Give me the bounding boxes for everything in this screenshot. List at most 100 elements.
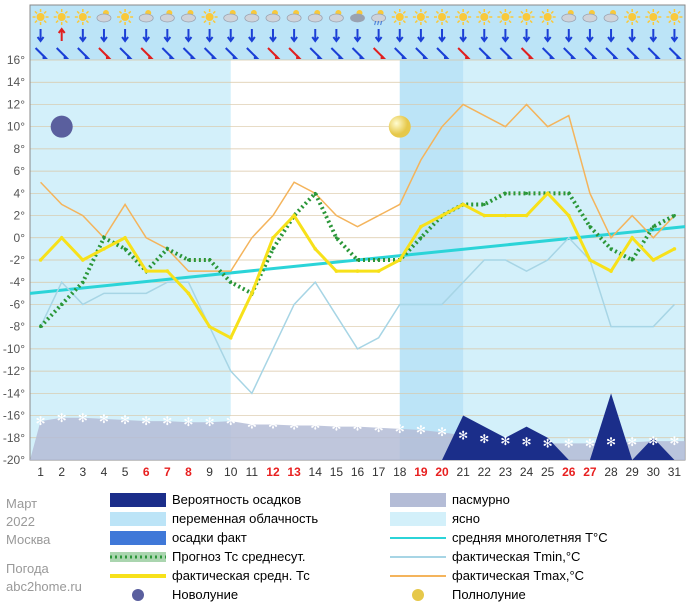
legend-item: осадки факт [110, 530, 390, 545]
legend-item: Прогноз Тс среднесут. [110, 549, 390, 564]
svg-text:-4°: -4° [10, 275, 26, 289]
legend-item: средняя многолетняя T°С [390, 530, 670, 545]
svg-text:✻: ✻ [57, 411, 67, 425]
svg-text:19: 19 [414, 465, 428, 479]
svg-text:✻: ✻ [141, 414, 151, 428]
svg-text:30: 30 [647, 465, 661, 479]
svg-text:9: 9 [206, 465, 213, 479]
legend-label: осадки факт [172, 530, 247, 545]
svg-text:✻: ✻ [564, 436, 574, 450]
legend-swatch [390, 531, 446, 545]
svg-text:✻: ✻ [458, 429, 468, 443]
svg-text:25: 25 [541, 465, 555, 479]
legend-label: фактическая Tmax,°С [452, 568, 584, 583]
weather-chart: -20° -18° -16° -14° -12° -10° -8° -6° -4° -2° 0° 2°… [0, 0, 687, 599]
svg-text:✻: ✻ [395, 422, 405, 436]
legend-swatch [390, 550, 446, 564]
legend-item: фактическая Tmax,°С [390, 568, 670, 583]
svg-text:-18°: -18° [3, 431, 25, 445]
legend-item: пасмурно [390, 492, 670, 507]
legend: Вероятность осадков пасмурно переменная об… [110, 490, 670, 604]
svg-text:14: 14 [309, 465, 323, 479]
svg-text:✻: ✻ [606, 435, 616, 449]
svg-text:15: 15 [330, 465, 344, 479]
legend-item: Вероятность осадков [110, 492, 390, 507]
svg-text:✻: ✻ [205, 415, 215, 429]
svg-text:-14°: -14° [3, 386, 25, 400]
svg-text:6°: 6° [14, 164, 26, 178]
svg-text:28: 28 [604, 465, 618, 479]
legend-swatch [390, 569, 446, 583]
svg-text:✻: ✻ [99, 412, 109, 426]
meta-src1: Погода [6, 560, 82, 578]
legend-swatch [110, 550, 166, 564]
svg-text:✻: ✻ [479, 432, 489, 446]
legend-item: ясно [390, 511, 670, 526]
meta-src2: abc2home.ru [6, 578, 82, 596]
svg-text:10°: 10° [7, 120, 25, 134]
svg-text:8°: 8° [14, 142, 26, 156]
svg-text:✻: ✻ [183, 415, 193, 429]
sidebar-meta: Март 2022 Москва Погода abc2home.ru [6, 495, 82, 596]
svg-text:✻: ✻ [226, 414, 236, 428]
legend-swatch [110, 531, 166, 545]
svg-text:0°: 0° [14, 231, 26, 245]
legend-label: фактическая Tmin,°С [452, 549, 580, 564]
legend-label: фактическая средн. Тс [172, 568, 310, 583]
svg-text:✻: ✻ [500, 434, 510, 448]
svg-text:-8°: -8° [10, 320, 26, 334]
svg-text:2°: 2° [14, 209, 26, 223]
legend-swatch [390, 512, 446, 526]
svg-text:6: 6 [143, 465, 150, 479]
legend-item: фактическая Tmin,°С [390, 549, 670, 564]
legend-label: Полнолуние [452, 587, 526, 602]
legend-swatch [390, 588, 446, 602]
svg-text:14°: 14° [7, 75, 25, 89]
svg-text:✻: ✻ [416, 423, 426, 437]
svg-text:-12°: -12° [3, 364, 25, 378]
svg-text:-16°: -16° [3, 409, 25, 423]
svg-text:11: 11 [246, 465, 259, 479]
svg-text:-10°: -10° [3, 342, 25, 356]
svg-text:✻: ✻ [627, 435, 637, 449]
meta-year: 2022 [6, 513, 82, 531]
svg-text:✻: ✻ [268, 417, 278, 431]
svg-text:21: 21 [456, 465, 470, 479]
legend-label: ясно [452, 511, 480, 526]
svg-text:5: 5 [122, 465, 129, 479]
svg-text:-2°: -2° [10, 253, 26, 267]
legend-label: переменная облачность [172, 511, 318, 526]
svg-text:1: 1 [37, 465, 44, 479]
legend-swatch [390, 493, 446, 507]
svg-text:13: 13 [287, 465, 301, 479]
svg-text:✻: ✻ [310, 419, 320, 433]
svg-text:17: 17 [372, 465, 386, 479]
svg-text:-6°: -6° [10, 297, 26, 311]
legend-item: фактическая средн. Тс [110, 568, 390, 583]
svg-text:✻: ✻ [120, 413, 130, 427]
legend-swatch [110, 588, 166, 602]
svg-text:✻: ✻ [36, 414, 46, 428]
legend-label: Вероятность осадков [172, 492, 301, 507]
svg-text:✻: ✻ [437, 425, 447, 439]
legend-item: Полнолуние [390, 587, 670, 602]
legend-label: Новолуние [172, 587, 238, 602]
svg-text:18: 18 [393, 465, 407, 479]
svg-text:✻: ✻ [331, 420, 341, 434]
meta-city: Москва [6, 531, 82, 549]
svg-text:4°: 4° [14, 186, 26, 200]
svg-text:✻: ✻ [669, 434, 679, 448]
svg-text:-20°: -20° [3, 453, 25, 467]
svg-text:10: 10 [224, 465, 238, 479]
svg-text:27: 27 [583, 465, 597, 479]
svg-text:✻: ✻ [374, 421, 384, 435]
svg-text:29: 29 [625, 465, 639, 479]
svg-text:✻: ✻ [522, 435, 532, 449]
svg-text:8: 8 [185, 465, 192, 479]
svg-text:23: 23 [499, 465, 513, 479]
legend-swatch [110, 493, 166, 507]
legend-swatch [110, 512, 166, 526]
svg-text:✻: ✻ [78, 411, 88, 425]
legend-label: средняя многолетняя T°С [452, 530, 608, 545]
svg-text:✻: ✻ [289, 419, 299, 433]
